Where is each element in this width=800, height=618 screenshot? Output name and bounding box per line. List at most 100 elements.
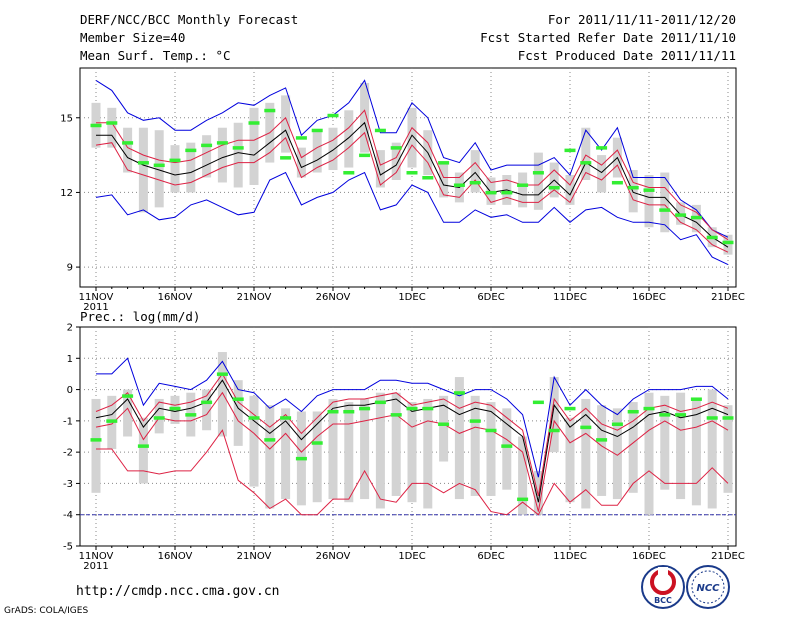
y-tick-label: -2 [63,448,73,459]
green-marker [469,180,481,185]
x-tick-label: 16DEC [632,551,666,562]
green-marker [201,143,213,148]
green-marker [311,441,323,445]
y-tick-label: 1 [67,354,73,365]
precip-panel-title: Prec.: log(mm/d) [80,309,200,324]
green-marker [264,438,276,442]
green-marker [248,416,260,420]
spread-bar [123,389,133,437]
green-marker [675,213,687,217]
spread-bar [154,130,164,208]
green-marker [327,113,339,118]
lower-series-line [95,131,729,253]
green-marker [122,141,134,145]
spread-bar [454,377,464,500]
green-marker [295,456,307,461]
spread-bar [439,395,449,462]
spread-bar [91,398,101,493]
upper-series-line [95,372,729,497]
upper-series-line [96,109,729,241]
green-marker [169,406,181,411]
spread-bar [344,402,354,503]
spread-bar [138,417,148,484]
green-marker [532,171,544,175]
green-marker [137,444,149,448]
period-label: For 2011/11/11-2011/12/20 [548,12,736,27]
y-tick-label: -5 [63,542,73,553]
green-marker [201,400,213,405]
source-url[interactable]: http://cmdp.ncc.cma.gov.cn [76,584,280,599]
green-marker [438,161,450,165]
bcc-logo: BCC [641,565,685,609]
min-series-line [96,429,729,516]
spread-bar [107,107,117,148]
green-marker [438,422,450,426]
spread-bar [597,405,607,496]
green-marker [722,240,734,245]
green-marker [264,108,276,113]
green-marker [643,406,655,411]
ncc-logo: NCC [686,565,730,609]
green-marker [469,419,481,423]
spread-bar [391,392,401,496]
green-marker [232,397,244,401]
lower-series-line [95,391,729,512]
green-marker [485,190,497,195]
spread-bar [154,398,164,434]
green-marker [216,372,228,376]
spread-bar [375,150,385,188]
member-size-label: Member Size=40 [80,30,185,45]
x-year-label: 2011 [83,302,108,313]
green-marker [548,185,560,190]
x-tick-label: 16NOV [158,292,193,303]
green-marker [106,419,118,423]
spread-bar [202,135,212,178]
spread-bar [312,130,322,173]
x-tick-label: 21NOV [237,551,272,562]
plot-frame [79,326,737,547]
variable-label: Mean Surf. Temp.: °C [80,48,231,63]
x-tick-label: 6DEC [477,292,504,303]
spread-bar [676,392,686,500]
green-marker [343,409,355,414]
green-marker [532,400,544,405]
green-marker [90,123,102,128]
spread-bar [170,145,180,193]
green-marker [374,400,386,405]
spread-bar [265,405,275,509]
y-tick-label: 12 [60,188,73,199]
spread-bar [328,398,338,500]
spread-bar [660,395,670,490]
spread-bar [565,417,575,503]
spread-bar [233,122,243,188]
green-marker [659,413,671,417]
green-marker [517,183,529,187]
spread-bar [439,162,449,198]
mean-series-line [96,121,729,248]
spread-bar [470,150,480,193]
green-marker [422,406,434,411]
spread-bar [312,411,322,503]
green-marker [90,438,102,442]
bcc-logo-text: BCC [654,596,672,605]
spread-bar [644,392,654,515]
y-tick-label: 2 [67,323,73,334]
green-marker [596,438,608,442]
green-marker [359,406,371,411]
spread-bar [249,395,259,487]
spread-bar [581,398,591,509]
x-tick-label: 26NOV [316,292,351,303]
spread-bar [217,127,227,183]
spread-bar [360,398,370,500]
green-marker [611,180,623,185]
spread-bar [233,380,243,446]
x-tick-label: 11DEC [553,551,587,562]
x-tick-label: 11NOV [79,551,114,562]
spread-bar [328,127,338,171]
spread-bar [565,175,575,205]
green-marker [611,422,623,426]
green-marker [580,425,592,430]
green-marker [359,153,371,158]
green-marker [548,428,560,433]
spread-bar [123,127,133,173]
